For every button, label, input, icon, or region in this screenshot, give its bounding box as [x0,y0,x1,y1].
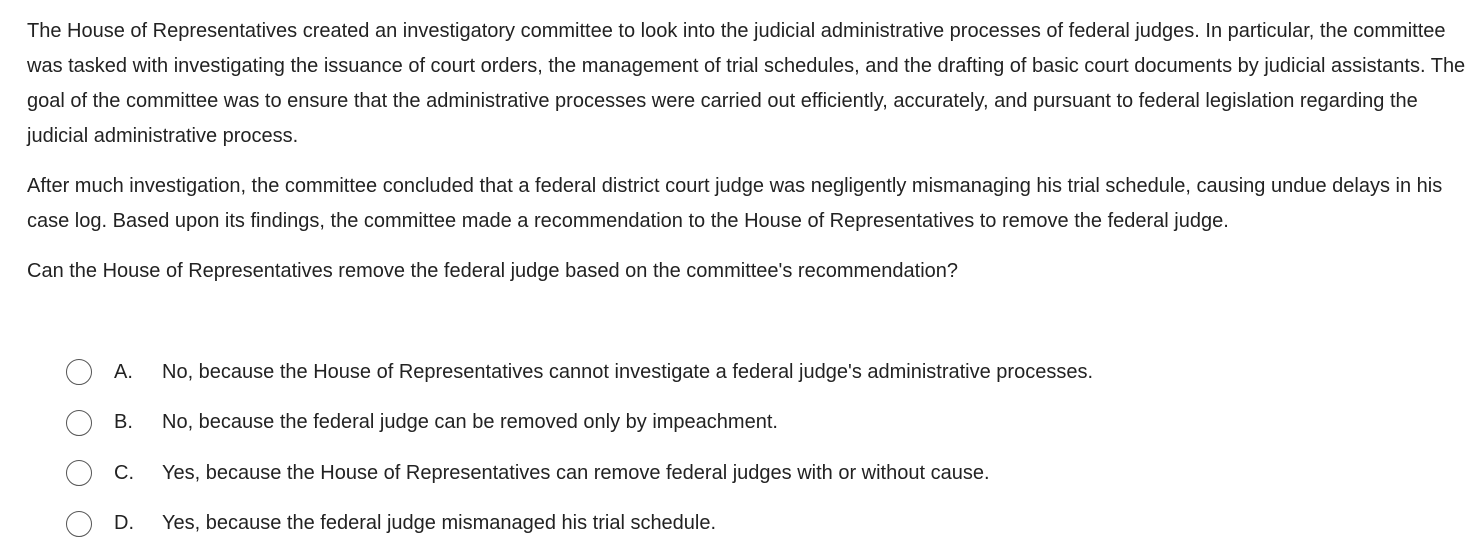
passage: The House of Representatives created an … [27,14,1467,239]
option-letter: D. [114,512,134,534]
option-d[interactable]: D. Yes, because the federal judge misman… [66,506,1093,542]
answer-options: A. No, because the House of Representati… [66,354,1093,556]
question-stem: The House of Representatives created an … [27,14,1467,289]
option-text: No, because the House of Representatives… [162,360,1094,383]
option-letter: A. [114,360,133,383]
option-letter: C. [114,461,134,484]
radio-button-d[interactable] [66,510,92,537]
option-b[interactable]: B. No, because the federal judge can be … [66,405,1093,441]
radio-button-b[interactable] [66,409,92,436]
passage-paragraph-2: After much investigation, the committee … [27,175,1443,232]
option-c[interactable]: C. Yes, because the House of Representat… [66,455,1093,491]
option-text: No, because the federal judge can be rem… [162,411,778,433]
passage-paragraph-1: The House of Representatives created an … [27,20,1466,147]
option-text: Yes, because the federal judge mismanage… [162,512,717,534]
radio-button-a[interactable] [66,359,92,385]
radio-button-c[interactable] [66,460,92,486]
option-a[interactable]: A. No, because the House of Representati… [66,354,1093,390]
option-text: Yes, because the House of Representative… [162,461,990,484]
option-letter: B. [114,411,133,433]
question-prompt: Can the House of Representatives remove … [27,260,959,282]
